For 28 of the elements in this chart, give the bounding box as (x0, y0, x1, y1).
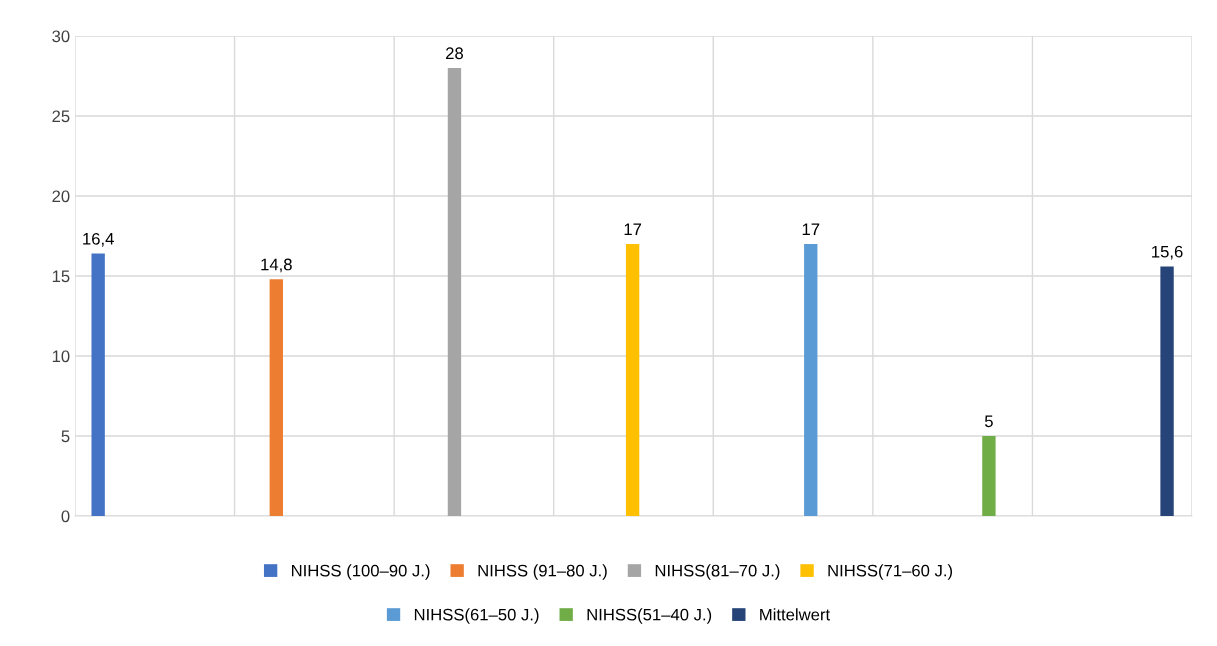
y-tick-label: 25 (52, 110, 70, 123)
bar (447, 68, 462, 516)
y-tick-label: 5 (61, 430, 70, 443)
data-label: 14,8 (261, 258, 292, 273)
legend-label: NIHSS (100–90 J.) (291, 564, 430, 580)
bar (804, 244, 818, 516)
y-tick-label: 15 (52, 270, 70, 283)
y-tick-label: 30 (52, 30, 70, 43)
data-label: 28 (446, 47, 463, 60)
legend-label: NIHSS(71–60 J.) (828, 564, 953, 580)
data-label: 15,6 (1152, 245, 1183, 260)
y-tick-label: 20 (52, 190, 70, 203)
y-tick-label: 0 (61, 510, 70, 523)
data-label: 16,4 (83, 232, 114, 247)
bar (982, 436, 996, 516)
legend-label: NIHSS(81–70 J.) (655, 564, 780, 580)
bar (1160, 266, 1174, 516)
data-label: 17 (802, 223, 820, 235)
data-label: 17 (624, 223, 642, 235)
bar (625, 244, 640, 516)
legend-label: NIHSS (91–80 J.) (478, 564, 607, 580)
data-label: 5 (984, 415, 993, 428)
bar (269, 279, 283, 516)
legend-label: Mittelwert (760, 608, 830, 621)
bar (91, 253, 105, 516)
legend-label: NIHSS(61–50 J.) (414, 608, 539, 624)
legend-label: NIHSS(51–40 J.) (587, 608, 712, 624)
y-tick-label: 10 (52, 350, 70, 363)
